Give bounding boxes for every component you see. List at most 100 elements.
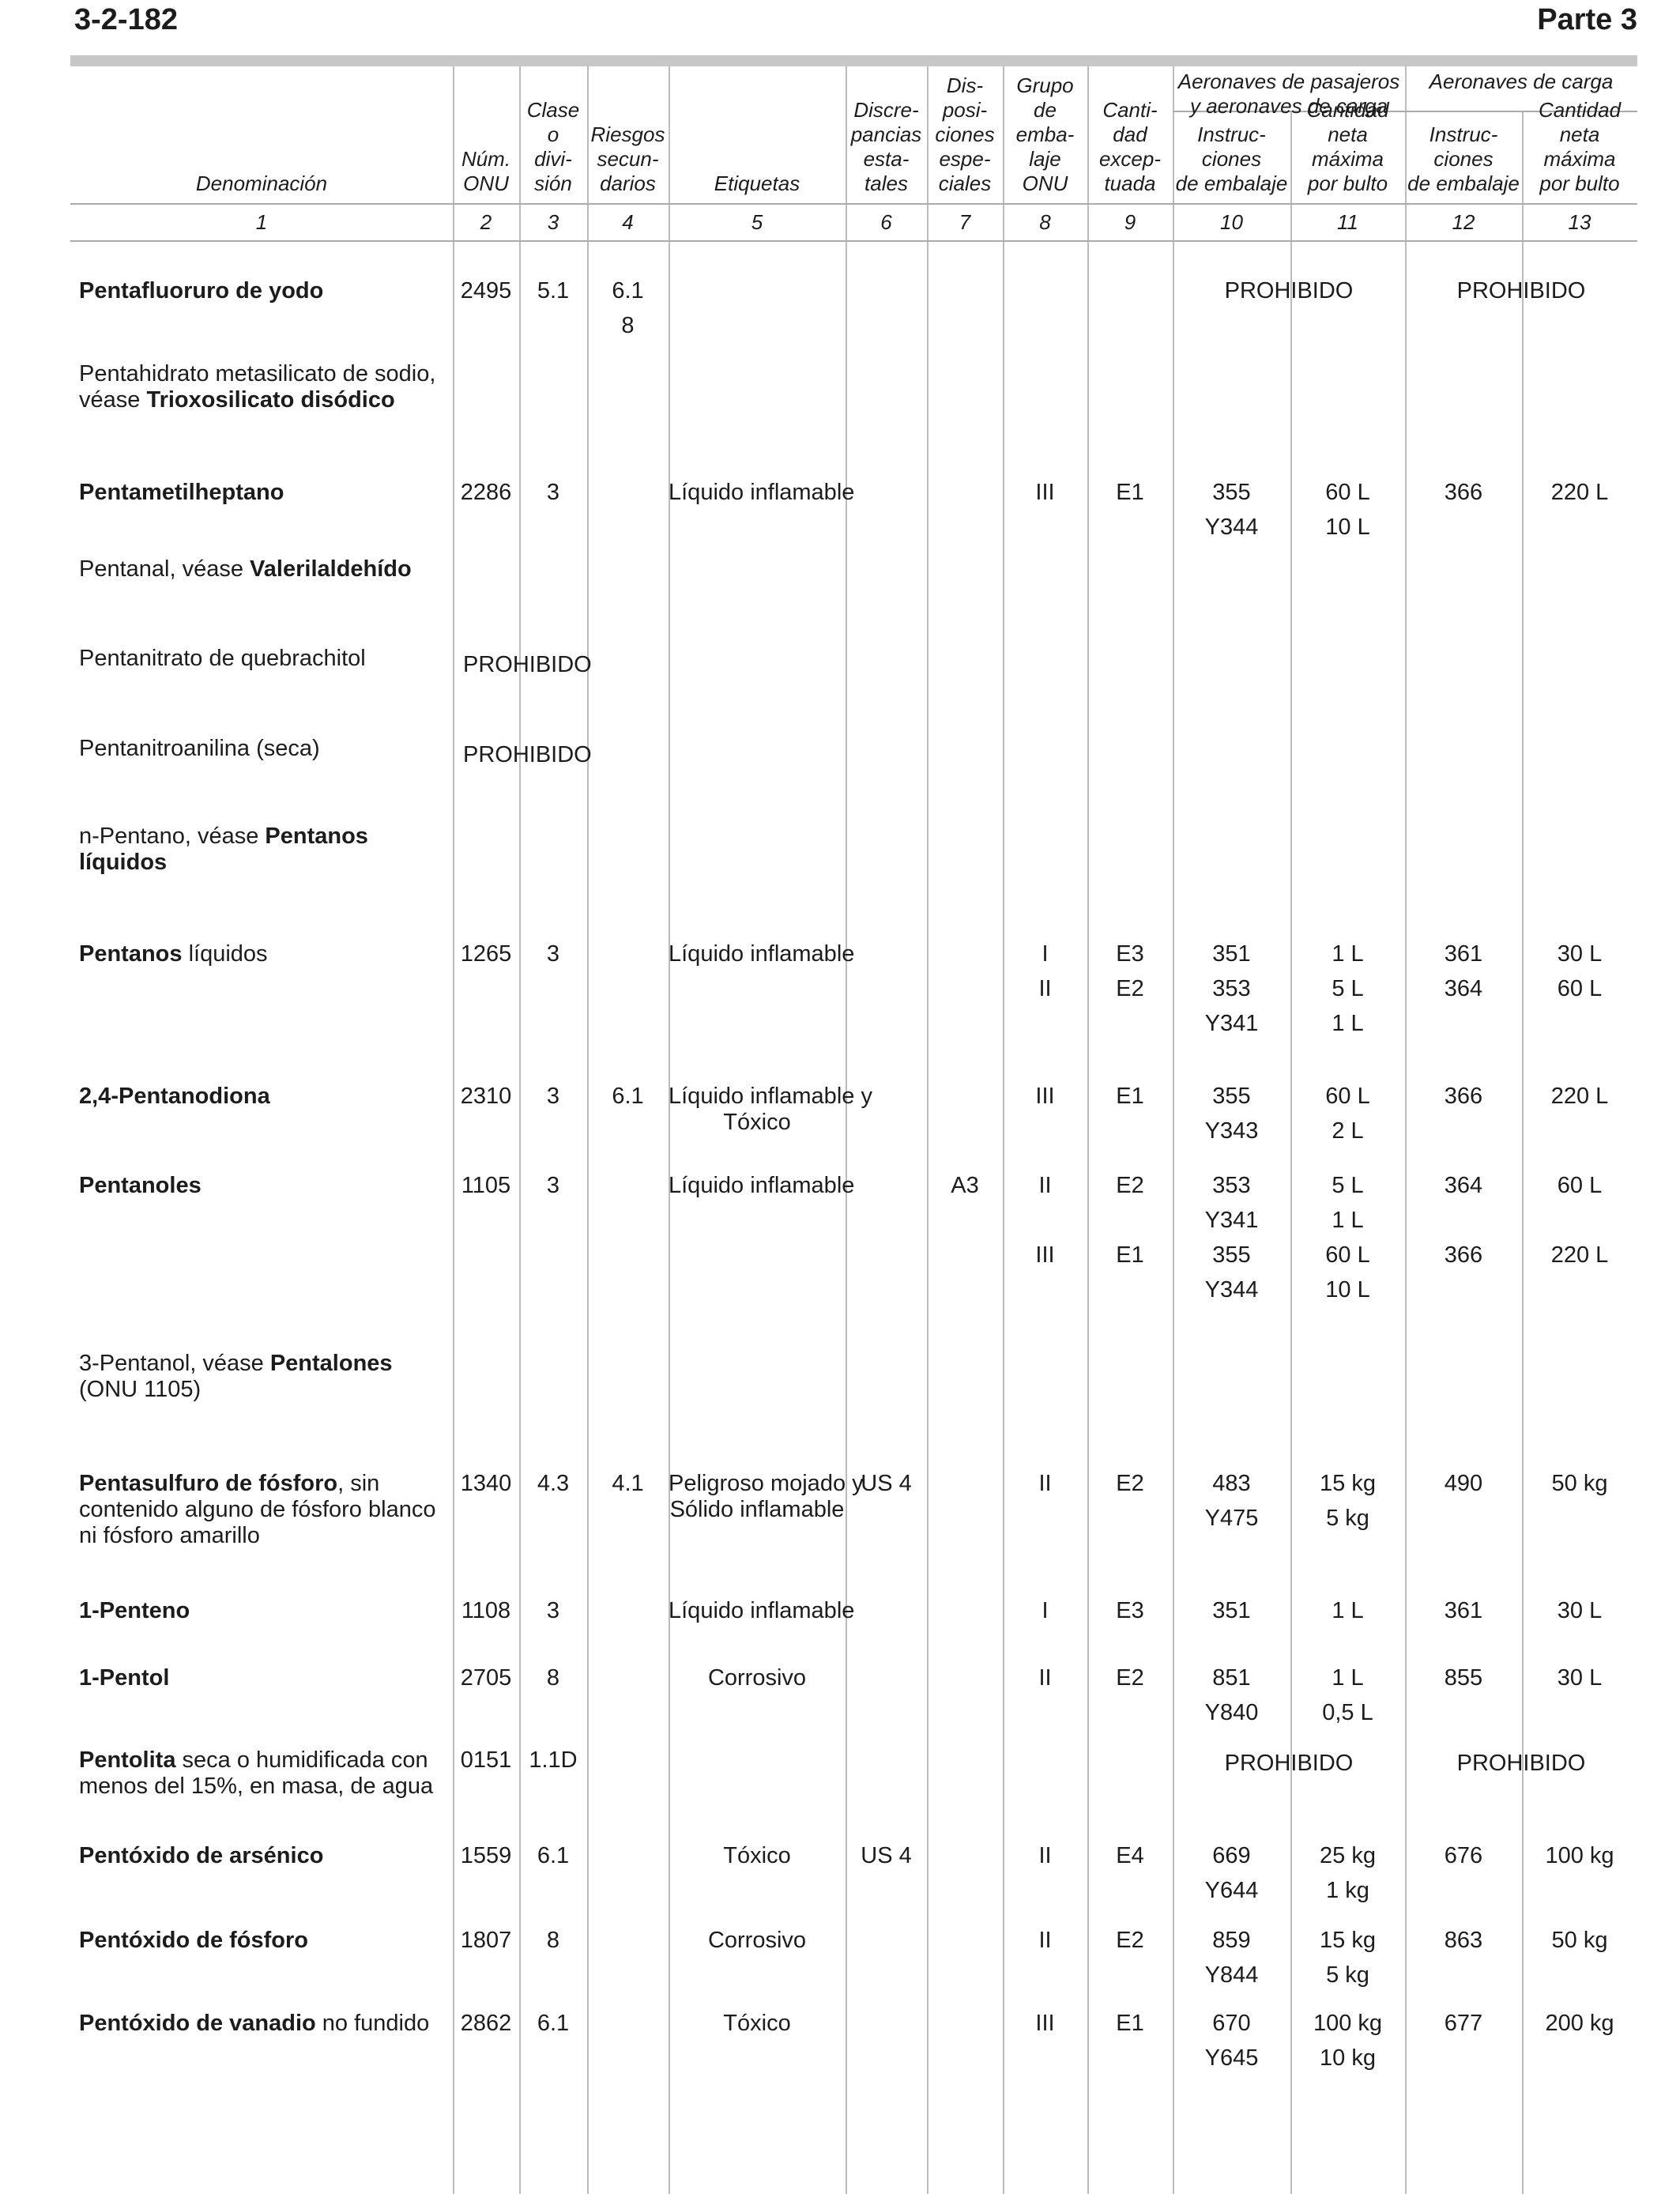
onu-number-cell: 2495 (460, 278, 512, 303)
column-divider (1173, 66, 1174, 2194)
excepted-qty-cell: E1 (1116, 2011, 1144, 2036)
labels-cell: Tóxico (723, 1843, 791, 1868)
denomination-cell: Pentóxido de vanadio no fundido (79, 2011, 430, 2036)
class-cell: 3 (546, 480, 560, 505)
onu-number-cell: 2286 (460, 480, 512, 505)
column-header-cantidad-exceptuada: Canti- dad excep- tuada (1098, 98, 1162, 195)
column-number: 4 (622, 210, 634, 234)
column-number: 3 (547, 210, 559, 234)
cargo-quantity-cell: 220 L (1550, 1084, 1609, 1109)
denomination-cell: Pentanos líquidos (79, 941, 268, 967)
onu-number-cell: 1559 (460, 1843, 512, 1868)
column-header-clase: Clase o divi- sión (526, 98, 580, 195)
column-divider (1290, 111, 1292, 2194)
prohibited-cell: PROHIBIDO (463, 742, 592, 767)
excepted-qty-cell: E2 (1116, 1665, 1144, 1691)
cargo-quantity-cell: 30 L (1557, 1665, 1603, 1691)
cargo-instructions-cell: 366 (1444, 480, 1483, 505)
column-header-instrucciones-pax: Instruc- ciones de embalaje (1175, 123, 1288, 195)
pax-quantity-cell: 1 L (1332, 1598, 1364, 1623)
header-divider (70, 240, 1637, 242)
labels-cell: Corrosivo (707, 1665, 807, 1691)
packing-group-cell: II (1038, 1471, 1052, 1496)
column-number: 5 (751, 210, 763, 234)
cargo-quantity-cell: 100 kg (1545, 1843, 1614, 1868)
page-number: 3-2-182 (74, 3, 178, 36)
pax-instructions-cell: 351 353 Y341 (1204, 941, 1259, 1036)
column-number: 11 (1337, 210, 1358, 234)
column-divider (846, 66, 847, 2194)
pax-instructions-cell: 483 Y475 (1204, 1471, 1259, 1531)
excepted-qty-cell: E1 (1116, 1084, 1144, 1109)
cargo-quantity-cell: 50 kg (1551, 1471, 1608, 1496)
labels-cell: Corrosivo (707, 1928, 807, 1953)
column-divider (927, 66, 929, 2194)
column-divider (587, 66, 589, 2194)
table-top-bar (70, 55, 1637, 66)
packing-group-cell: II (1038, 1665, 1052, 1691)
cargo-instructions-cell: 676 (1444, 1843, 1483, 1868)
labels-cell: Tóxico (723, 2011, 791, 2036)
excepted-qty-cell: E4 (1116, 1843, 1144, 1868)
denomination-cell: Pentóxido de fósforo (79, 1928, 308, 1953)
cargo-instructions-cell: 361 (1444, 1598, 1483, 1623)
class-cell: 8 (546, 1928, 560, 1953)
packing-group-cell: I (1042, 1598, 1049, 1623)
denomination-cell: 1-Pentol (79, 1665, 170, 1691)
excepted-qty-cell: E1 (1116, 480, 1144, 505)
column-header-disposiciones: Dis- posi- ciones espe- ciales (935, 74, 995, 195)
class-cell: 3 (546, 1173, 560, 1198)
prohibited-cell: PROHIBIDO (463, 652, 592, 677)
pax-quantity-cell: 15 kg 5 kg (1320, 1928, 1376, 1988)
column-header-cantidad-cargo: Cantidad neta máxima por bulto (1538, 98, 1622, 195)
pax-quantity-cell: 15 kg 5 kg (1320, 1471, 1376, 1531)
pax-quantity-cell: 60 L 10 L (1325, 480, 1370, 540)
labels-cell: Líquido inflamable (669, 941, 855, 967)
denomination-cell: Pentolita seca o humidificada con menos … (79, 1747, 434, 1799)
column-number: 1 (255, 210, 268, 234)
class-cell: 4.3 (537, 1471, 570, 1496)
onu-number-cell: 1265 (460, 941, 512, 967)
excepted-qty-cell: E2 (1116, 1928, 1144, 1953)
column-divider (1087, 66, 1089, 2194)
class-cell: 3 (546, 1598, 560, 1623)
class-cell: 8 (546, 1665, 560, 1691)
pax-prohibited-cell: PROHIBIDO (1224, 1751, 1354, 1776)
column-divider (519, 66, 521, 2194)
pax-quantity-cell: 25 kg 1 kg (1320, 1843, 1376, 1903)
onu-number-cell: 2705 (460, 1665, 512, 1691)
cargo-quantity-cell: 220 L (1550, 480, 1609, 505)
labels-cell: Líquido inflamable (669, 1598, 855, 1623)
column-header-riesgos: Riesgos secun- darios (590, 123, 665, 195)
pax-instructions-cell: 669 Y644 (1204, 1843, 1259, 1903)
class-cell: 6.1 (537, 2011, 570, 2036)
cargo-instructions-cell: 361 364 (1444, 941, 1483, 1001)
secondary-risk-cell: 6.1 (612, 1084, 644, 1109)
state-discrepancies-cell: US 4 (861, 1843, 912, 1868)
column-header-num-onu: Núm. ONU (461, 147, 511, 195)
pax-quantity-cell: 100 kg 10 kg (1313, 2011, 1383, 2071)
denomination-cell: Pentanitroanilina (seca) (79, 736, 320, 761)
column-header-cantidad-pax: Cantidad neta máxima por bulto (1306, 98, 1389, 195)
packing-group-cell: II (1038, 1843, 1052, 1868)
denomination-cell: Pentanitrato de quebrachitol (79, 646, 366, 671)
column-number: 2 (480, 210, 492, 234)
labels-cell: Líquido inflamable (669, 1173, 855, 1198)
denomination-cell: Pentóxido de arsénico (79, 1843, 324, 1868)
pax-instructions-cell: 355 Y344 (1204, 480, 1259, 540)
class-cell: 3 (546, 1084, 560, 1109)
pax-prohibited-cell: PROHIBIDO (1224, 278, 1354, 303)
cargo-prohibited-cell: PROHIBIDO (1456, 278, 1586, 303)
denomination-cell: Pentahidrato metasilicato de sodio, véas… (79, 361, 436, 413)
denomination-cell: Pentametilheptano (79, 480, 284, 505)
pax-quantity-cell: 1 L 0,5 L (1322, 1665, 1373, 1725)
onu-number-cell: 1807 (460, 1928, 512, 1953)
cargo-quantity-cell: 50 kg (1551, 1928, 1608, 1953)
class-cell: 3 (546, 941, 560, 967)
labels-cell: Líquido inflamable (669, 480, 855, 505)
column-divider (1522, 111, 1524, 2194)
column-header-grupo-embalaje: Grupo de emba- laje ONU (1015, 74, 1075, 195)
packing-group-cell: II (1038, 1928, 1052, 1953)
labels-cell: Peligroso mojado y Sólido inflamable (669, 1471, 864, 1522)
onu-number-cell: 1108 (461, 1598, 511, 1623)
